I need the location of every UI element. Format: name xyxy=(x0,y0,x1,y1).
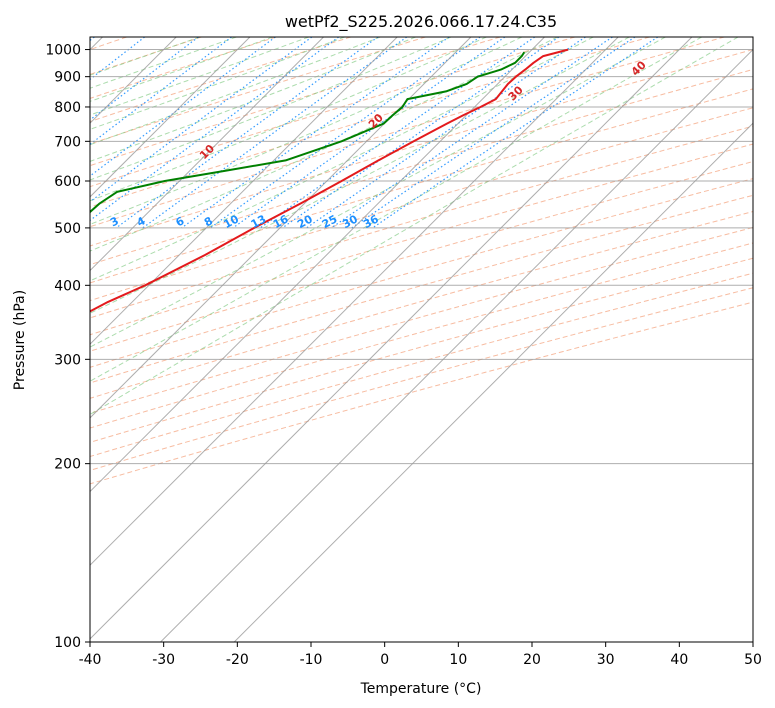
moist-adiabat-line xyxy=(90,37,630,314)
dry-adiabat-line xyxy=(90,125,753,319)
moist-adiabat-line xyxy=(90,37,558,252)
mixing-ratio-line xyxy=(351,37,636,229)
dry-adiabat-line xyxy=(90,301,753,485)
isotherm-line xyxy=(90,37,324,272)
mixing-ratio-line xyxy=(90,37,199,121)
y-tick-label: 300 xyxy=(54,352,81,368)
mixing-ratio-line xyxy=(90,37,339,222)
mixing-ratio-label: 20 xyxy=(295,212,315,231)
x-tick-label: -40 xyxy=(79,652,102,668)
mixing-ratio-label: 16 xyxy=(271,212,291,231)
x-tick-label: 40 xyxy=(670,652,688,668)
chart-title: wetPf2_S225.2026.066.17.24.C35 xyxy=(285,12,557,32)
plot-area: 0.10.20.40.611.52346810131620253036-100-… xyxy=(90,37,753,642)
x-axis-ticks: -40 -30 -20 -10 0 10 20 30 40 50 xyxy=(79,642,762,668)
line-labels: 0.10.20.40.611.52346810131620253036-100-… xyxy=(108,58,649,231)
moist-adiabat-line xyxy=(90,37,416,162)
mixing-ratio-label: 36 xyxy=(361,212,381,231)
isotherm-line xyxy=(90,37,472,419)
mixing-ratio-line xyxy=(115,37,379,229)
moist-adiabat-line xyxy=(90,37,594,282)
isotherm-line xyxy=(90,37,398,345)
dry-adiabat-line xyxy=(90,37,351,123)
dry-adiabat-line xyxy=(90,37,501,167)
x-tick-label: 20 xyxy=(523,652,541,668)
y-tick-label: 200 xyxy=(54,457,81,473)
mixing-ratio-label: 13 xyxy=(249,212,269,231)
y-tick-label: 400 xyxy=(54,278,81,294)
y-tick-label: 600 xyxy=(54,174,81,190)
y-tick-label: 500 xyxy=(54,221,81,237)
isotherm-line xyxy=(90,37,619,566)
y-axis-label: Pressure (hPa) xyxy=(12,290,28,390)
dry-adiabat-line xyxy=(90,257,753,443)
moist-adiabat-line xyxy=(90,37,523,225)
dry-adiabat-line xyxy=(90,226,753,414)
mixing-ratio-label: 25 xyxy=(320,212,340,231)
moist-adiabat-line xyxy=(90,37,345,130)
dewpoint-line xyxy=(90,51,526,214)
dry-adiabat-line xyxy=(90,37,576,188)
moist-adiabat-line xyxy=(90,37,452,181)
dry-adiabat-line xyxy=(90,68,753,266)
x-tick-label: -30 xyxy=(152,652,175,668)
moist-adiabat-line xyxy=(90,37,487,202)
isotherm-line xyxy=(90,37,545,493)
grid-lines xyxy=(90,49,753,642)
plot-frame xyxy=(89,36,754,643)
y-tick-label: 100 xyxy=(54,635,81,651)
mixing-ratio-line xyxy=(209,37,481,229)
mixing-ratio-line xyxy=(90,37,232,146)
moist-adiabat-line xyxy=(90,37,702,382)
moist-adiabat-line xyxy=(90,37,666,348)
moist-adiabat-line xyxy=(90,37,739,415)
mixing-ratio-line xyxy=(282,37,560,229)
dry-adiabat-line xyxy=(90,272,753,458)
x-tick-label: -20 xyxy=(226,652,249,668)
x-tick-label: 30 xyxy=(597,652,615,668)
series-lines xyxy=(90,48,569,313)
isotherms xyxy=(90,37,753,642)
isotherm-line xyxy=(233,122,753,642)
mixing-ratio-label: 30 xyxy=(340,212,360,231)
y-tick-label: 1000 xyxy=(45,43,81,59)
x-tick-label: -10 xyxy=(300,652,323,668)
x-tick-label: 10 xyxy=(449,652,467,668)
isotherm-line xyxy=(90,37,693,640)
mixing-ratio-label: 10 xyxy=(221,212,241,231)
y-tick-label: 700 xyxy=(54,134,81,150)
x-tick-label: 50 xyxy=(744,652,762,668)
x-tick-label: 0 xyxy=(380,652,389,668)
y-axis-ticks: 100 200 300 400 500 600 700 800 900 1000 xyxy=(45,43,90,651)
dry-adiabat-line xyxy=(90,242,753,429)
x-axis-label: Temperature (°C) xyxy=(360,681,482,697)
dry-adiabat-line xyxy=(90,161,753,352)
mixing-ratio-line xyxy=(181,37,450,229)
isotherm-line xyxy=(160,48,753,642)
dry-adiabat-line xyxy=(90,107,753,302)
moist-adiabat-line xyxy=(90,37,309,116)
isotherm-line xyxy=(90,37,251,198)
y-tick-label: 900 xyxy=(54,70,81,86)
dry-adiabats xyxy=(90,37,753,485)
dry-adiabat-line xyxy=(90,37,725,228)
moist-adiabats xyxy=(90,37,739,415)
dry-adiabat-line xyxy=(90,287,753,471)
temperature-line xyxy=(90,48,569,313)
dry-adiabat-line xyxy=(90,211,753,399)
y-tick-label: 800 xyxy=(54,100,81,116)
